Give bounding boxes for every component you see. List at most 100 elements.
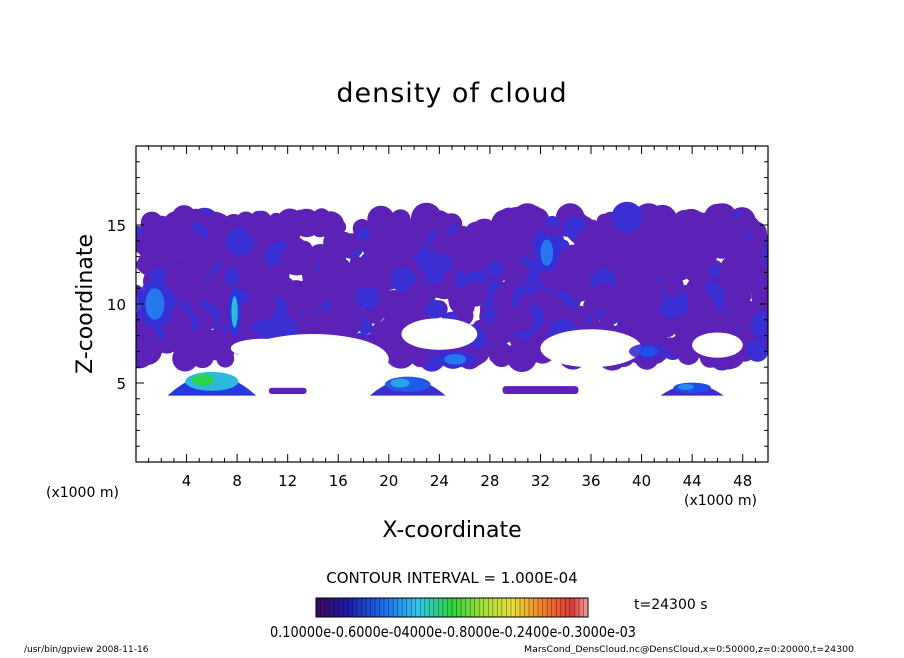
cloud-cell bbox=[216, 349, 235, 368]
cloud-cell bbox=[592, 283, 616, 306]
cloud-cell bbox=[410, 347, 431, 368]
cloud-cell bbox=[752, 260, 765, 274]
cloud-cell bbox=[384, 217, 406, 239]
cloud-cell bbox=[268, 264, 290, 286]
x-tick-label: 8 bbox=[232, 472, 242, 490]
cloud-cell bbox=[167, 233, 192, 258]
cloud-dome-peak bbox=[390, 378, 410, 388]
cloud-cell bbox=[659, 241, 677, 259]
cloud-cell bbox=[297, 277, 324, 305]
cloud-cell bbox=[387, 305, 405, 323]
time-label: t=24300 s bbox=[634, 597, 708, 613]
cloud-cell bbox=[390, 266, 416, 293]
cloud-cell bbox=[149, 247, 171, 268]
cloud-cell bbox=[136, 257, 150, 272]
cloud-cell bbox=[532, 289, 550, 307]
cloud-cell bbox=[276, 208, 303, 235]
cloud-cell bbox=[309, 309, 336, 336]
cloud-cell bbox=[312, 208, 331, 226]
cloud-cell bbox=[487, 260, 504, 277]
cloud-cell bbox=[696, 292, 712, 308]
cloud-cell bbox=[245, 212, 272, 239]
cloud-cell bbox=[136, 234, 147, 248]
cloud-cell bbox=[670, 315, 690, 335]
y-tick-label: 10 bbox=[107, 296, 126, 314]
cloud-cell bbox=[619, 242, 638, 261]
cloud-region-strip bbox=[502, 386, 579, 395]
cloud-cell bbox=[136, 327, 149, 348]
cloud-cell bbox=[216, 332, 233, 348]
cloud-cell bbox=[465, 221, 488, 245]
cloud-cell bbox=[426, 267, 444, 285]
colorbar-divisions bbox=[320, 598, 584, 617]
x-tick-label: 4 bbox=[182, 472, 192, 490]
cloud-strip bbox=[502, 386, 579, 395]
cloud-blob-core bbox=[444, 354, 467, 365]
cloud-cell bbox=[355, 285, 380, 310]
footer-left: /usr/bin/gpview 2008-11-16 bbox=[24, 645, 149, 654]
cloud-dome-peak bbox=[191, 374, 215, 386]
cloud-cell bbox=[572, 305, 589, 322]
cloud-cell bbox=[506, 341, 538, 373]
x-tick-label: 36 bbox=[581, 472, 600, 490]
y-tick-label: 5 bbox=[116, 375, 126, 393]
cloud-region-dome bbox=[167, 371, 257, 396]
cloud-cell bbox=[725, 239, 755, 269]
y-tick-label: 15 bbox=[107, 217, 126, 235]
x-tick-label: 28 bbox=[480, 472, 499, 490]
cloud-cell bbox=[205, 277, 236, 308]
x-tick-label: 40 bbox=[632, 472, 651, 490]
cloud-cell bbox=[487, 329, 503, 345]
cloud-cell bbox=[425, 299, 445, 319]
cloud-cell bbox=[445, 233, 465, 253]
cloud-region-blob bbox=[628, 343, 667, 360]
cloud-cell bbox=[162, 211, 193, 242]
x-axis-title: X-coordinate bbox=[382, 518, 521, 543]
cloud-cell bbox=[746, 339, 768, 362]
cloud-region-upper-layer bbox=[136, 201, 768, 385]
colorbar-labels: 0.10000e-0.6000e-04000e-0.8000e-0.2400e-… bbox=[270, 623, 636, 641]
cloud-cell bbox=[499, 287, 514, 302]
x-unit-left: (x1000 m) bbox=[46, 485, 119, 501]
x-tick-label: 20 bbox=[379, 472, 398, 490]
cloud-cell bbox=[502, 260, 529, 287]
cloud-cell bbox=[625, 299, 657, 331]
cloud-region-blob bbox=[228, 288, 241, 336]
x-tick-label: 48 bbox=[733, 472, 752, 490]
cloud-cell bbox=[750, 311, 768, 338]
cloud-cell bbox=[649, 233, 664, 248]
cloud-cell bbox=[329, 298, 360, 329]
cloud-strip bbox=[268, 387, 307, 395]
cloud-cell bbox=[491, 315, 508, 332]
cloud-cell bbox=[358, 320, 373, 335]
cloud-cell bbox=[431, 214, 451, 234]
cloud-region-dome bbox=[660, 382, 724, 396]
cloud-cell bbox=[504, 312, 524, 332]
clear-gap bbox=[540, 329, 642, 368]
cloud-cell bbox=[389, 319, 406, 336]
cloud-cell bbox=[708, 265, 721, 278]
x-tick-label: 16 bbox=[329, 472, 348, 490]
cloud-cell bbox=[390, 242, 415, 267]
cloud-blob-core bbox=[145, 288, 165, 320]
cloud-cell bbox=[140, 213, 166, 239]
cloud-cell bbox=[566, 250, 597, 280]
cloud-cell bbox=[233, 264, 260, 292]
cloud-cell bbox=[472, 241, 497, 266]
cloud-blob-core bbox=[231, 296, 238, 328]
cloud-region-strip bbox=[268, 387, 307, 395]
cloud-cell bbox=[569, 281, 590, 302]
y-axis-title: Z-coordinate bbox=[73, 234, 98, 374]
cloud-cell bbox=[378, 333, 401, 356]
x-unit-right: (x1000 m) bbox=[684, 493, 757, 509]
cloud-cell bbox=[190, 344, 214, 369]
cloud-blob-core bbox=[540, 239, 554, 266]
clear-gap bbox=[401, 318, 478, 350]
cloud-cell bbox=[410, 211, 429, 230]
cloud-cell bbox=[735, 213, 755, 232]
cloud-cell bbox=[164, 323, 195, 353]
contour-interval: CONTOUR INTERVAL = 1.000E-04 bbox=[326, 569, 577, 587]
cloud-cell bbox=[280, 243, 313, 276]
